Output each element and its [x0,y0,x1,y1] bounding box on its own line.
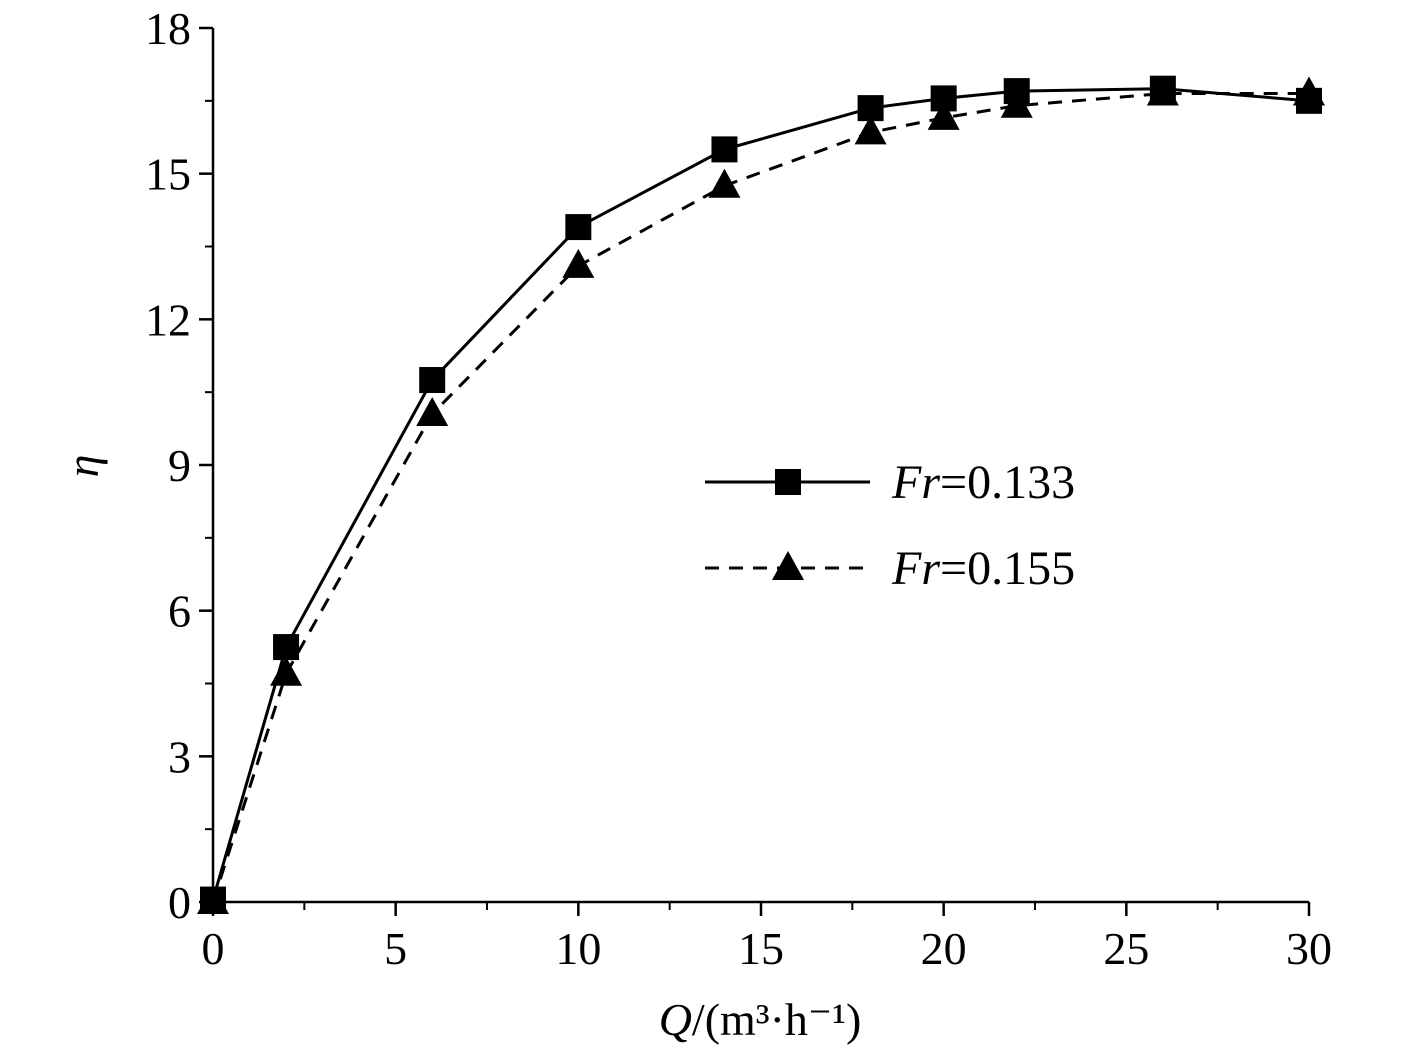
triangle-marker [270,656,303,686]
triangle-marker [1146,76,1179,106]
x-tick-label: 15 [738,923,784,974]
series-2 [197,76,1325,914]
triangle-marker [927,100,960,130]
x-tick-label: 25 [1103,923,1149,974]
x-axis-title-var: Q [659,994,692,1045]
x-tick-label: 20 [921,923,967,974]
y-tick-label: 9 [168,440,191,491]
legend-label-var: Fr [891,456,940,509]
legend-triangle-marker [772,551,804,580]
y-tick-label: 6 [168,586,191,637]
triangle-marker [1293,76,1325,106]
legend-label-value: =0.133 [940,456,1075,509]
legend-square-marker [775,469,801,495]
x-tick-label: 30 [1286,923,1332,974]
series-line [211,92,1309,903]
x-axis-title-unit: /(m³·h⁻¹) [692,994,861,1045]
series-line [211,87,1310,900]
legend-label: Fr=0.133 [891,456,1075,509]
triangle-marker [708,168,741,198]
square-marker [565,214,592,241]
x-tick-label: 0 [202,923,225,974]
series-layer [197,75,1325,914]
x-axis-title: Q/(m³·h⁻¹) [659,994,862,1045]
legend-label: Fr=0.155 [891,542,1075,595]
x-tick-label: 5 [384,923,407,974]
square-marker [419,367,446,394]
legend-label-value: =0.155 [940,542,1075,595]
y-tick-label: 12 [145,294,191,345]
triangle-marker [562,248,595,278]
y-axis-title: η [57,455,108,478]
triangle-marker [854,115,887,145]
legend-label-var: Fr [891,542,940,595]
triangle-marker [197,885,229,914]
triangle-marker [1000,88,1033,118]
y-tick-label: 15 [145,149,191,200]
y-tick-label: 3 [168,731,191,782]
x-tick-label: 10 [555,923,601,974]
series-1 [200,75,1322,913]
triangle-marker [416,397,449,427]
axes: 0 5 10 15 20 25 30 0 3 6 9 12 15 18 [145,3,1332,974]
y-tick-label: 0 [168,877,191,928]
y-tick-label: 18 [145,3,191,54]
square-marker [273,634,300,661]
square-marker [711,136,738,163]
